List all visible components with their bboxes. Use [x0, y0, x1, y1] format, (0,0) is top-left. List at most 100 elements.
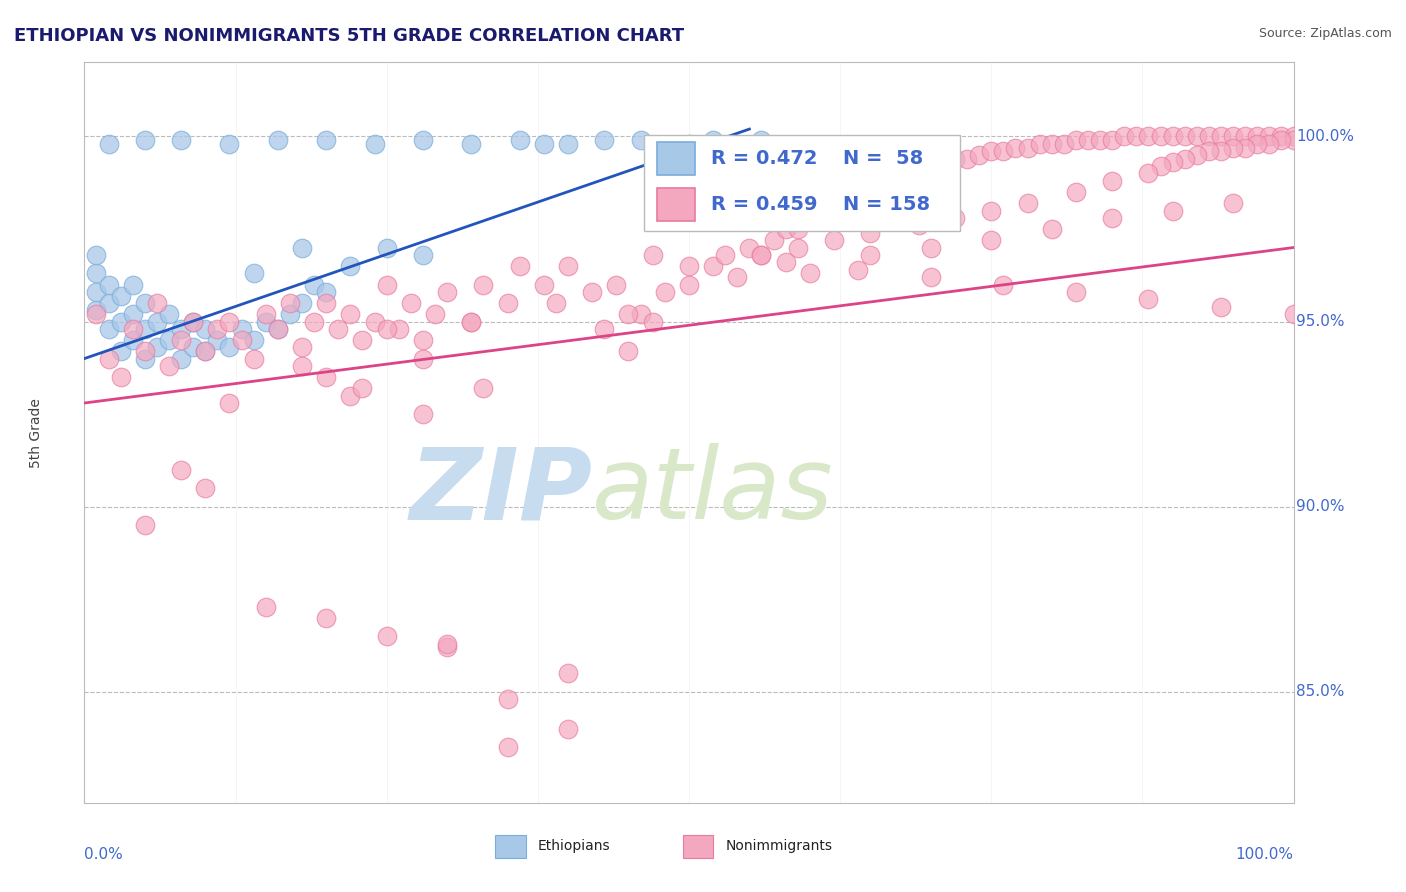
Point [630, 307, 652, 321]
Point [110, 344, 132, 359]
Point [218, 396, 240, 410]
Point [436, 637, 458, 651]
Point [1137, 166, 1160, 180]
Point [1270, 129, 1292, 144]
Point [1270, 133, 1292, 147]
Point [134, 296, 156, 310]
Point [496, 296, 519, 310]
Point [557, 666, 579, 681]
Point [617, 344, 640, 359]
Text: Source: ZipAtlas.com: Source: ZipAtlas.com [1258, 27, 1392, 40]
Text: 95.0%: 95.0% [1296, 314, 1344, 329]
Point [1077, 133, 1099, 147]
Point [291, 240, 314, 254]
Point [641, 314, 664, 328]
Point [134, 351, 156, 366]
Point [943, 211, 966, 225]
Point [1209, 145, 1232, 159]
Point [1282, 133, 1305, 147]
Point [110, 370, 132, 384]
Point [134, 344, 156, 359]
Point [1064, 185, 1087, 199]
Point [593, 322, 616, 336]
Point [1125, 129, 1147, 144]
Point [1064, 285, 1087, 299]
Point [170, 133, 193, 147]
Point [315, 285, 337, 299]
Bar [495, 835, 526, 858]
Point [496, 692, 519, 706]
Point [751, 248, 773, 262]
Point [544, 296, 567, 310]
Point [375, 240, 398, 254]
Text: atlas: atlas [592, 443, 834, 541]
FancyBboxPatch shape [657, 142, 695, 175]
Point [751, 248, 773, 262]
Point [242, 267, 264, 281]
Point [375, 322, 398, 336]
Point [254, 599, 277, 614]
Point [472, 277, 495, 292]
Point [509, 133, 531, 147]
Point [460, 136, 482, 151]
FancyBboxPatch shape [644, 135, 960, 231]
Point [194, 481, 217, 495]
Point [557, 722, 579, 736]
Point [302, 277, 325, 292]
Text: Ethiopians: Ethiopians [538, 839, 610, 854]
Point [799, 211, 821, 225]
Point [980, 233, 1002, 247]
Point [1222, 140, 1244, 154]
Point [375, 277, 398, 292]
Point [181, 314, 204, 328]
Point [97, 351, 120, 366]
Point [254, 314, 277, 328]
Point [436, 640, 458, 655]
Point [134, 322, 156, 336]
Point [170, 351, 193, 366]
Point [1149, 129, 1171, 144]
Point [1198, 129, 1220, 144]
Point [231, 322, 253, 336]
Point [1258, 129, 1281, 144]
Point [267, 322, 290, 336]
Point [194, 344, 217, 359]
Point [907, 162, 929, 177]
Point [823, 196, 845, 211]
Point [496, 740, 519, 755]
Text: 85.0%: 85.0% [1296, 684, 1344, 699]
Point [1101, 174, 1123, 188]
Point [956, 152, 979, 166]
Point [291, 296, 314, 310]
Point [472, 381, 495, 395]
Point [302, 314, 325, 328]
Point [181, 314, 204, 328]
Text: ZIP: ZIP [409, 443, 592, 541]
Point [751, 133, 773, 147]
Point [786, 240, 808, 254]
Point [1198, 145, 1220, 159]
Point [1088, 133, 1111, 147]
Point [170, 462, 193, 476]
Text: 5th Grade: 5th Grade [30, 398, 44, 467]
Point [775, 222, 797, 236]
Point [388, 322, 411, 336]
Point [835, 188, 858, 202]
Point [339, 307, 361, 321]
Text: 100.0%: 100.0% [1236, 847, 1294, 863]
Point [932, 155, 955, 169]
Point [218, 341, 240, 355]
Point [134, 518, 156, 533]
Point [1040, 136, 1063, 151]
Point [581, 285, 603, 299]
Point [1282, 307, 1305, 321]
Point [157, 333, 180, 347]
Point [97, 277, 120, 292]
Point [242, 351, 264, 366]
Point [1161, 129, 1184, 144]
Point [423, 307, 446, 321]
Point [121, 277, 143, 292]
Point [1174, 129, 1197, 144]
Point [194, 322, 217, 336]
Point [146, 341, 169, 355]
